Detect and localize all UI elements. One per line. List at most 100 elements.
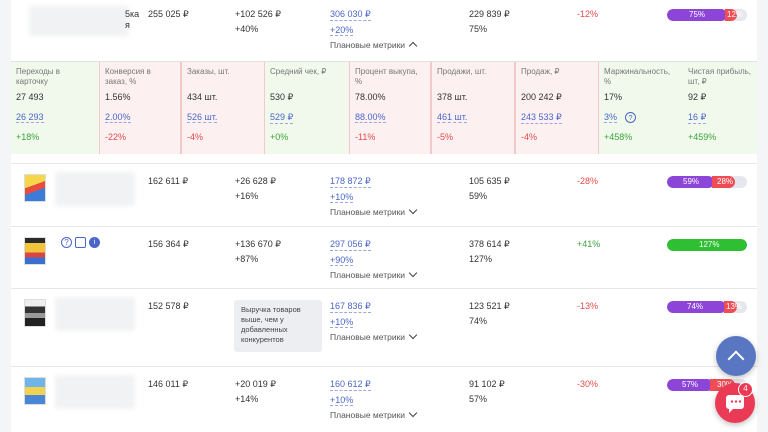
plan-value[interactable]: 306 030 ₽ — [330, 9, 371, 21]
progress-label: 127% — [699, 240, 720, 249]
sales-value: 105 635 ₽ — [469, 176, 510, 186]
progress-purple — [667, 176, 715, 188]
metric-avg-check: Средний чек, ₽ 530 ₽ 529 ₽ +0% — [265, 62, 349, 154]
change-percent: -30% — [577, 379, 599, 389]
metric-margin-plan: 3%? — [604, 112, 637, 123]
delta-percent: +87% — [235, 254, 259, 264]
products-table-body: 162 611 ₽ +26 628 ₽ +16% 178 872 ₽ +10% … — [11, 163, 757, 432]
change-percent: -28% — [577, 176, 599, 186]
metric-buyout: Процент выкупа, % 78.00% 88.00% -11% — [349, 62, 431, 154]
product-name-blurred — [55, 297, 135, 331]
copy-icon[interactable] — [75, 237, 86, 249]
chevron-up-icon — [408, 41, 418, 51]
progress-red-label: 28% — [717, 177, 734, 186]
sales-value: 123 521 ₽ — [469, 301, 510, 311]
metric-sales-rub: Продаж, ₽ 200 242 ₽ 243 533 ₽ -4% — [515, 62, 599, 154]
progress-red-label: 13% — [726, 302, 743, 311]
product-name-blurred — [55, 172, 135, 206]
revenue-value: 162 611 ₽ — [148, 176, 189, 186]
plan-percent[interactable]: +10% — [330, 317, 354, 328]
progress-purple — [667, 301, 727, 313]
chevron-down-icon — [408, 205, 418, 215]
plan-metrics-toggle[interactable]: Плановые метрики — [330, 205, 418, 217]
revenue-value: 152 578 ₽ — [148, 301, 189, 311]
sales-value: 229 839 ₽ — [469, 9, 510, 19]
plan-value[interactable]: 178 872 ₽ — [330, 176, 371, 188]
metric-margin: Маржинальность, % 17% 3%? +458% — [599, 62, 683, 154]
progress-bar: 57% 30% — [667, 379, 747, 391]
chevron-up-icon — [727, 350, 745, 368]
plan-metrics-toggle[interactable]: Плановые метрики — [330, 268, 418, 280]
plan-value[interactable]: 297 056 ₽ — [330, 239, 371, 251]
product-thumbnail[interactable] — [24, 174, 46, 202]
delta-value: +102 526 ₽ — [235, 9, 282, 19]
scroll-top-button[interactable] — [716, 336, 756, 376]
table-row: 5ка я 255 025 ₽ +102 526 ₽ +40% 306 030 … — [11, 0, 757, 61]
plan-percent[interactable]: +90% — [330, 255, 354, 266]
product-name-fragment: 5ка — [125, 9, 140, 19]
question-icon[interactable]: ? — [625, 112, 637, 123]
sales-value: 91 102 ₽ — [469, 379, 505, 389]
plan-metrics-toggle[interactable]: Плановые метрики — [330, 40, 418, 51]
progress-red — [723, 301, 737, 313]
chevron-down-icon — [408, 268, 418, 278]
progress-purple-label: 57% — [682, 380, 699, 389]
delta-value: +136 670 ₽ — [235, 239, 282, 249]
progress-red-label: 12% — [727, 10, 744, 19]
sales-percent: 74% — [469, 316, 488, 326]
table-row: ? i 156 364 ₽ +136 670 ₽ +87% 297 056 ₽ +… — [11, 227, 757, 289]
delta-value: +20 019 ₽ — [235, 379, 277, 389]
sales-percent: 59% — [469, 191, 488, 201]
product-thumbnail[interactable] — [24, 299, 46, 327]
product-thumbnail[interactable] — [24, 377, 46, 405]
table-row: 162 611 ₽ +26 628 ₽ +16% 178 872 ₽ +10% … — [11, 163, 757, 227]
change-percent: -12% — [577, 9, 599, 19]
plan-value[interactable]: 160 612 ₽ — [330, 379, 371, 391]
info-icon[interactable]: i — [89, 237, 100, 249]
table-row: 152 578 ₽ 167 836 ₽ +10% Плановые метрик… — [11, 289, 757, 367]
progress-red — [711, 176, 735, 188]
progress-bar: 74% 13% — [667, 301, 747, 313]
metric-orders: Заказы, шт. 434 шт. 526 шт. -4% — [181, 62, 265, 154]
plan-metrics-toggle[interactable]: Плановые метрики — [330, 330, 418, 342]
delta-percent: +16% — [235, 191, 259, 201]
progress-red — [724, 9, 738, 21]
delta-percent: +40% — [235, 24, 259, 34]
progress-bar: 75% 12% — [667, 9, 747, 21]
metric-sales-qty: Продажи, шт. 378 шт. 461 шт. -5% — [431, 62, 515, 154]
progress-bar: 59% 28% — [667, 176, 747, 188]
plan-percent[interactable]: +20% — [330, 25, 354, 36]
product-icons: ? i — [61, 237, 103, 249]
tooltip: Выручка товаров выше, чем у добавленных … — [234, 300, 322, 352]
metric-net-profit: Чистая прибыль, шт, ₽ 92 ₽ 16 ₽ +459% — [683, 62, 757, 154]
progress-green — [667, 239, 747, 251]
progress-purple — [667, 379, 713, 391]
delta-percent: +14% — [235, 394, 259, 404]
change-percent: -13% — [577, 301, 599, 311]
revenue-value: 156 364 ₽ — [148, 239, 189, 249]
delta-value: +26 628 ₽ — [235, 176, 277, 186]
chat-unread-badge: 4 — [738, 382, 753, 397]
table-row: 146 011 ₽ +20 019 ₽ +14% 160 612 ₽ +10% … — [11, 367, 757, 432]
product-thumbnail[interactable] — [24, 237, 46, 265]
sales-percent: 75% — [469, 24, 488, 34]
chat-dots — [730, 400, 741, 403]
metric-clicks: Переходы в карточку 27 493 26 293 +18% — [11, 62, 99, 154]
question-icon[interactable]: ? — [61, 237, 72, 249]
progress-bar: 127% — [667, 239, 747, 251]
plan-value[interactable]: 167 836 ₽ — [330, 301, 371, 313]
sales-percent: 57% — [469, 394, 488, 404]
product-name-blurred — [29, 6, 129, 36]
product-name-blurred — [55, 375, 135, 409]
progress-purple-label: 59% — [683, 177, 700, 186]
plan-percent[interactable]: +10% — [330, 395, 354, 406]
chevron-down-icon — [408, 408, 418, 418]
sales-value: 378 614 ₽ — [469, 239, 510, 249]
product-name-fragment: я — [125, 20, 130, 30]
plan-metrics-toggle[interactable]: Плановые метрики — [330, 408, 418, 420]
change-percent: +41% — [577, 239, 601, 249]
progress-purple — [667, 9, 727, 21]
progress-purple-label: 74% — [687, 302, 704, 311]
plan-percent[interactable]: +10% — [330, 192, 354, 203]
chevron-down-icon — [408, 330, 418, 340]
